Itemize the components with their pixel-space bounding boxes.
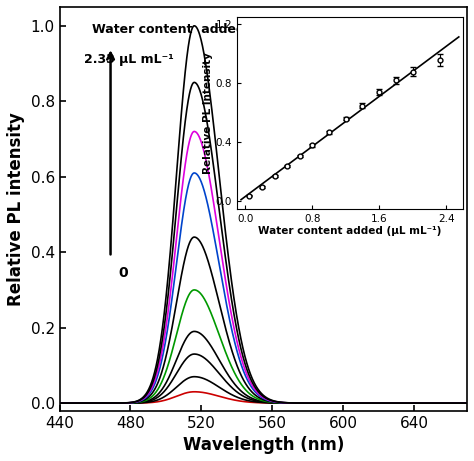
Text: 0: 0	[118, 266, 128, 280]
Text: 2.33 μL mL⁻¹: 2.33 μL mL⁻¹	[84, 53, 174, 66]
X-axis label: Wavelength (nm): Wavelength (nm)	[182, 436, 344, 454]
Y-axis label: Relative PL intensity: Relative PL intensity	[7, 112, 25, 306]
Text: Water content  added: Water content added	[92, 23, 245, 36]
